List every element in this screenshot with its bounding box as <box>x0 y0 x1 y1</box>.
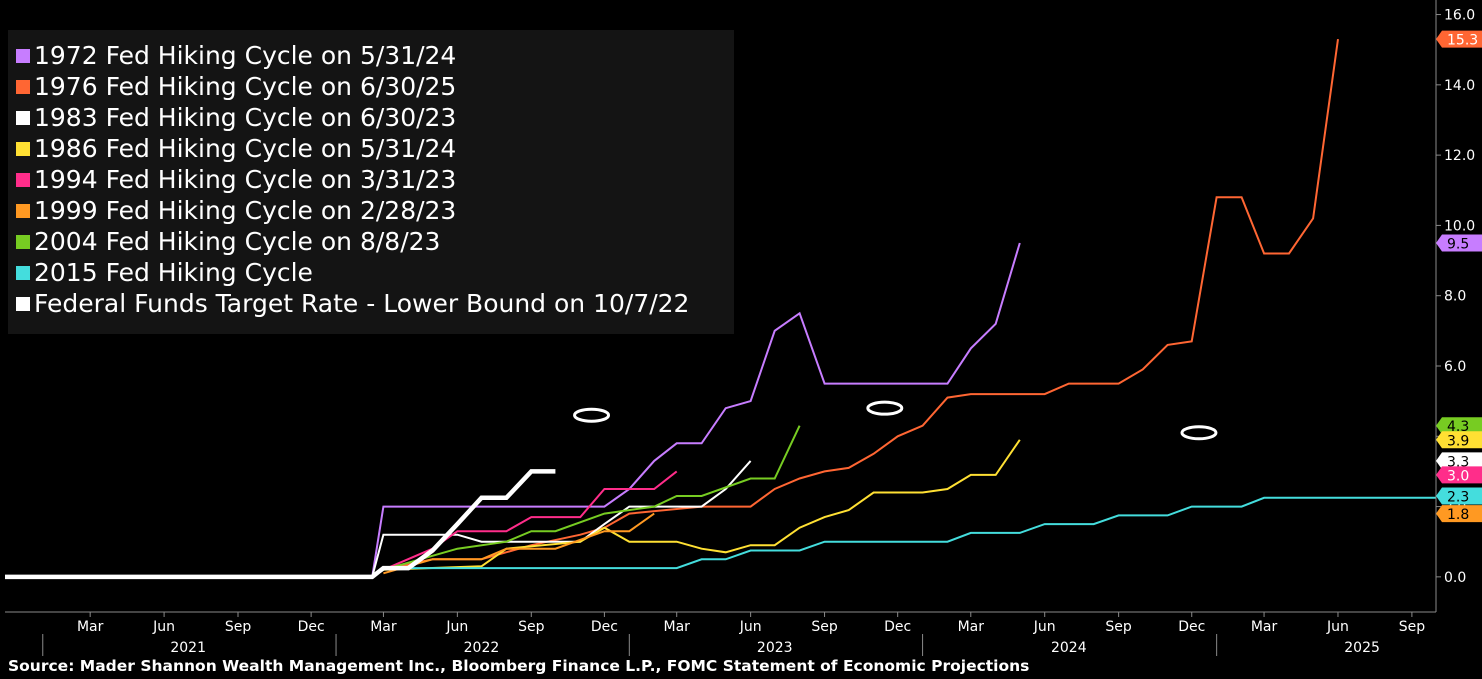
legend-label-5: 1999 Fed Hiking Cycle on 2/28/23 <box>34 196 457 225</box>
legend-label-0: 1972 Fed Hiking Cycle on 5/31/24 <box>34 41 457 70</box>
x-year-label-0: 2021 <box>170 640 206 656</box>
x-tick-label-15: Dec <box>1178 619 1205 635</box>
x-tick-label-10: Sep <box>811 619 838 635</box>
series-line-3 <box>371 439 1021 578</box>
legend-label-6: 2004 Fed Hiking Cycle on 8/8/23 <box>34 227 441 256</box>
x-tick-label-3: Dec <box>298 619 325 635</box>
legend-swatch-6 <box>16 234 30 249</box>
series-line-8 <box>5 469 556 580</box>
series-layer <box>5 38 1436 580</box>
series-line-5 <box>383 512 655 575</box>
series-line-1 <box>383 38 1339 571</box>
x-tick-label-8: Mar <box>663 619 690 635</box>
x-tick-label-2: Sep <box>225 619 252 635</box>
x-tick-label-4: Mar <box>370 619 397 635</box>
x-tick-label-5: Jun <box>445 619 468 635</box>
end-label-text-6: 2.3 <box>1447 490 1469 506</box>
legend-item-1: 1976 Fed Hiking Cycle on 6/30/25 <box>16 71 734 102</box>
series-line-4 <box>371 470 678 578</box>
legend-item-5: 1999 Fed Hiking Cycle on 2/28/23 <box>16 195 734 226</box>
x-tick-label-6: Sep <box>518 619 545 635</box>
end-label-6: 2.3 <box>1436 487 1482 506</box>
end-label-text-7: 1.8 <box>1447 507 1469 523</box>
x-tick-label-0: Mar <box>77 619 104 635</box>
legend-item-4: 1994 Fed Hiking Cycle on 3/31/23 <box>16 164 734 195</box>
x-tick-label-9: Jun <box>739 619 762 635</box>
series-line-0 <box>371 242 1021 578</box>
end-label-box-6 <box>1436 487 1482 505</box>
y-tick-label-0: 0.0 <box>1444 570 1466 586</box>
end-label-3: 3.9 <box>1436 431 1482 449</box>
y-tick-label-3: 6.0 <box>1444 359 1466 375</box>
legend-item-3: 1986 Fed Hiking Cycle on 5/31/24 <box>16 133 734 164</box>
legend-swatch-3 <box>16 141 30 156</box>
y-tick-label-4: 8.0 <box>1444 289 1466 305</box>
annotations-layer <box>573 400 1218 441</box>
end-label-1: 9.5 <box>1436 234 1482 252</box>
x-tick-label-16: Mar <box>1251 619 1278 635</box>
legend-swatch-4 <box>16 172 30 187</box>
annotation-ellipse-1 <box>866 400 904 416</box>
x-year-label-1: 2022 <box>464 640 500 656</box>
x-tick-label-14: Sep <box>1105 619 1132 635</box>
x-year-label-2: 2023 <box>757 640 793 656</box>
legend-label-8: Federal Funds Target Rate - Lower Bound … <box>34 289 690 318</box>
y-tick-label-5: 10.0 <box>1444 218 1475 234</box>
legend-item-0: 1972 Fed Hiking Cycle on 5/31/24 <box>16 40 734 71</box>
annotation-ellipse-0 <box>573 407 611 423</box>
end-label-box-3 <box>1436 431 1482 449</box>
legend-label-2: 1983 Fed Hiking Cycle on 6/30/23 <box>34 103 457 132</box>
y-tick-label-6: 12.0 <box>1444 148 1475 164</box>
legend-item-2: 1983 Fed Hiking Cycle on 6/30/23 <box>16 102 734 133</box>
x-tick-label-17: Jun <box>1326 619 1349 635</box>
legend-swatch-5 <box>16 203 30 218</box>
legend-swatch-2 <box>16 110 30 125</box>
legend-item-7: 2015 Fed Hiking Cycle <box>16 257 734 288</box>
legend-label-1: 1976 Fed Hiking Cycle on 6/30/25 <box>34 72 457 101</box>
y-tick-label-8: 16.0 <box>1444 8 1475 24</box>
axes-layer: 0.02.04.06.08.010.012.014.016.0MarJunSep… <box>5 0 1475 656</box>
y-tick-label-7: 14.0 <box>1444 78 1475 94</box>
end-label-text-1: 9.5 <box>1447 236 1469 252</box>
end-label-box-2 <box>1436 417 1482 435</box>
x-tick-label-12: Mar <box>958 619 985 635</box>
x-tick-label-11: Dec <box>884 619 911 635</box>
x-year-label-4: 2025 <box>1344 640 1380 656</box>
end-label-box-7 <box>1436 505 1482 523</box>
source-footnote: Source: Mader Shannon Wealth Management … <box>8 657 1030 675</box>
end-label-2: 4.3 <box>1436 417 1482 435</box>
end-label-0: 15.3 <box>1436 30 1482 49</box>
end-label-box-4 <box>1436 452 1482 470</box>
end-label-text-3: 3.9 <box>1447 433 1469 449</box>
legend-item-6: 2004 Fed Hiking Cycle on 8/8/23 <box>16 226 734 257</box>
legend-swatch-8 <box>16 296 30 311</box>
end-label-7: 1.8 <box>1436 505 1482 523</box>
legend-label-7: 2015 Fed Hiking Cycle <box>34 258 313 287</box>
legend-label-3: 1986 Fed Hiking Cycle on 5/31/24 <box>34 134 457 163</box>
end-label-5: 3.0 <box>1436 466 1482 484</box>
end-label-box-5 <box>1436 466 1482 484</box>
chart-legend: 1972 Fed Hiking Cycle on 5/31/24 1976 Fed… <box>8 30 734 334</box>
x-tick-label-1: Jun <box>152 619 175 635</box>
series-line-6 <box>371 425 801 578</box>
end-labels-layer: 15.39.54.33.93.33.02.31.8 <box>1436 30 1482 523</box>
end-label-text-5: 3.0 <box>1447 468 1469 484</box>
x-tick-label-13: Jun <box>1033 619 1056 635</box>
series-line-7 <box>383 496 1436 570</box>
legend-swatch-0 <box>16 48 30 63</box>
annotation-ellipse-2 <box>1180 425 1218 441</box>
end-label-text-0: 15.3 <box>1447 33 1478 49</box>
end-label-box-0 <box>1436 30 1482 48</box>
legend-swatch-1 <box>16 79 30 94</box>
legend-label-4: 1994 Fed Hiking Cycle on 3/31/23 <box>34 165 457 194</box>
legend-item-8: Federal Funds Target Rate - Lower Bound … <box>16 288 734 319</box>
end-label-text-2: 4.3 <box>1447 419 1469 435</box>
legend-swatch-7 <box>16 265 30 280</box>
end-label-box-1 <box>1436 234 1482 252</box>
x-tick-label-18: Sep <box>1399 619 1426 635</box>
x-year-label-3: 2024 <box>1051 640 1087 656</box>
x-tick-label-7: Dec <box>591 619 618 635</box>
